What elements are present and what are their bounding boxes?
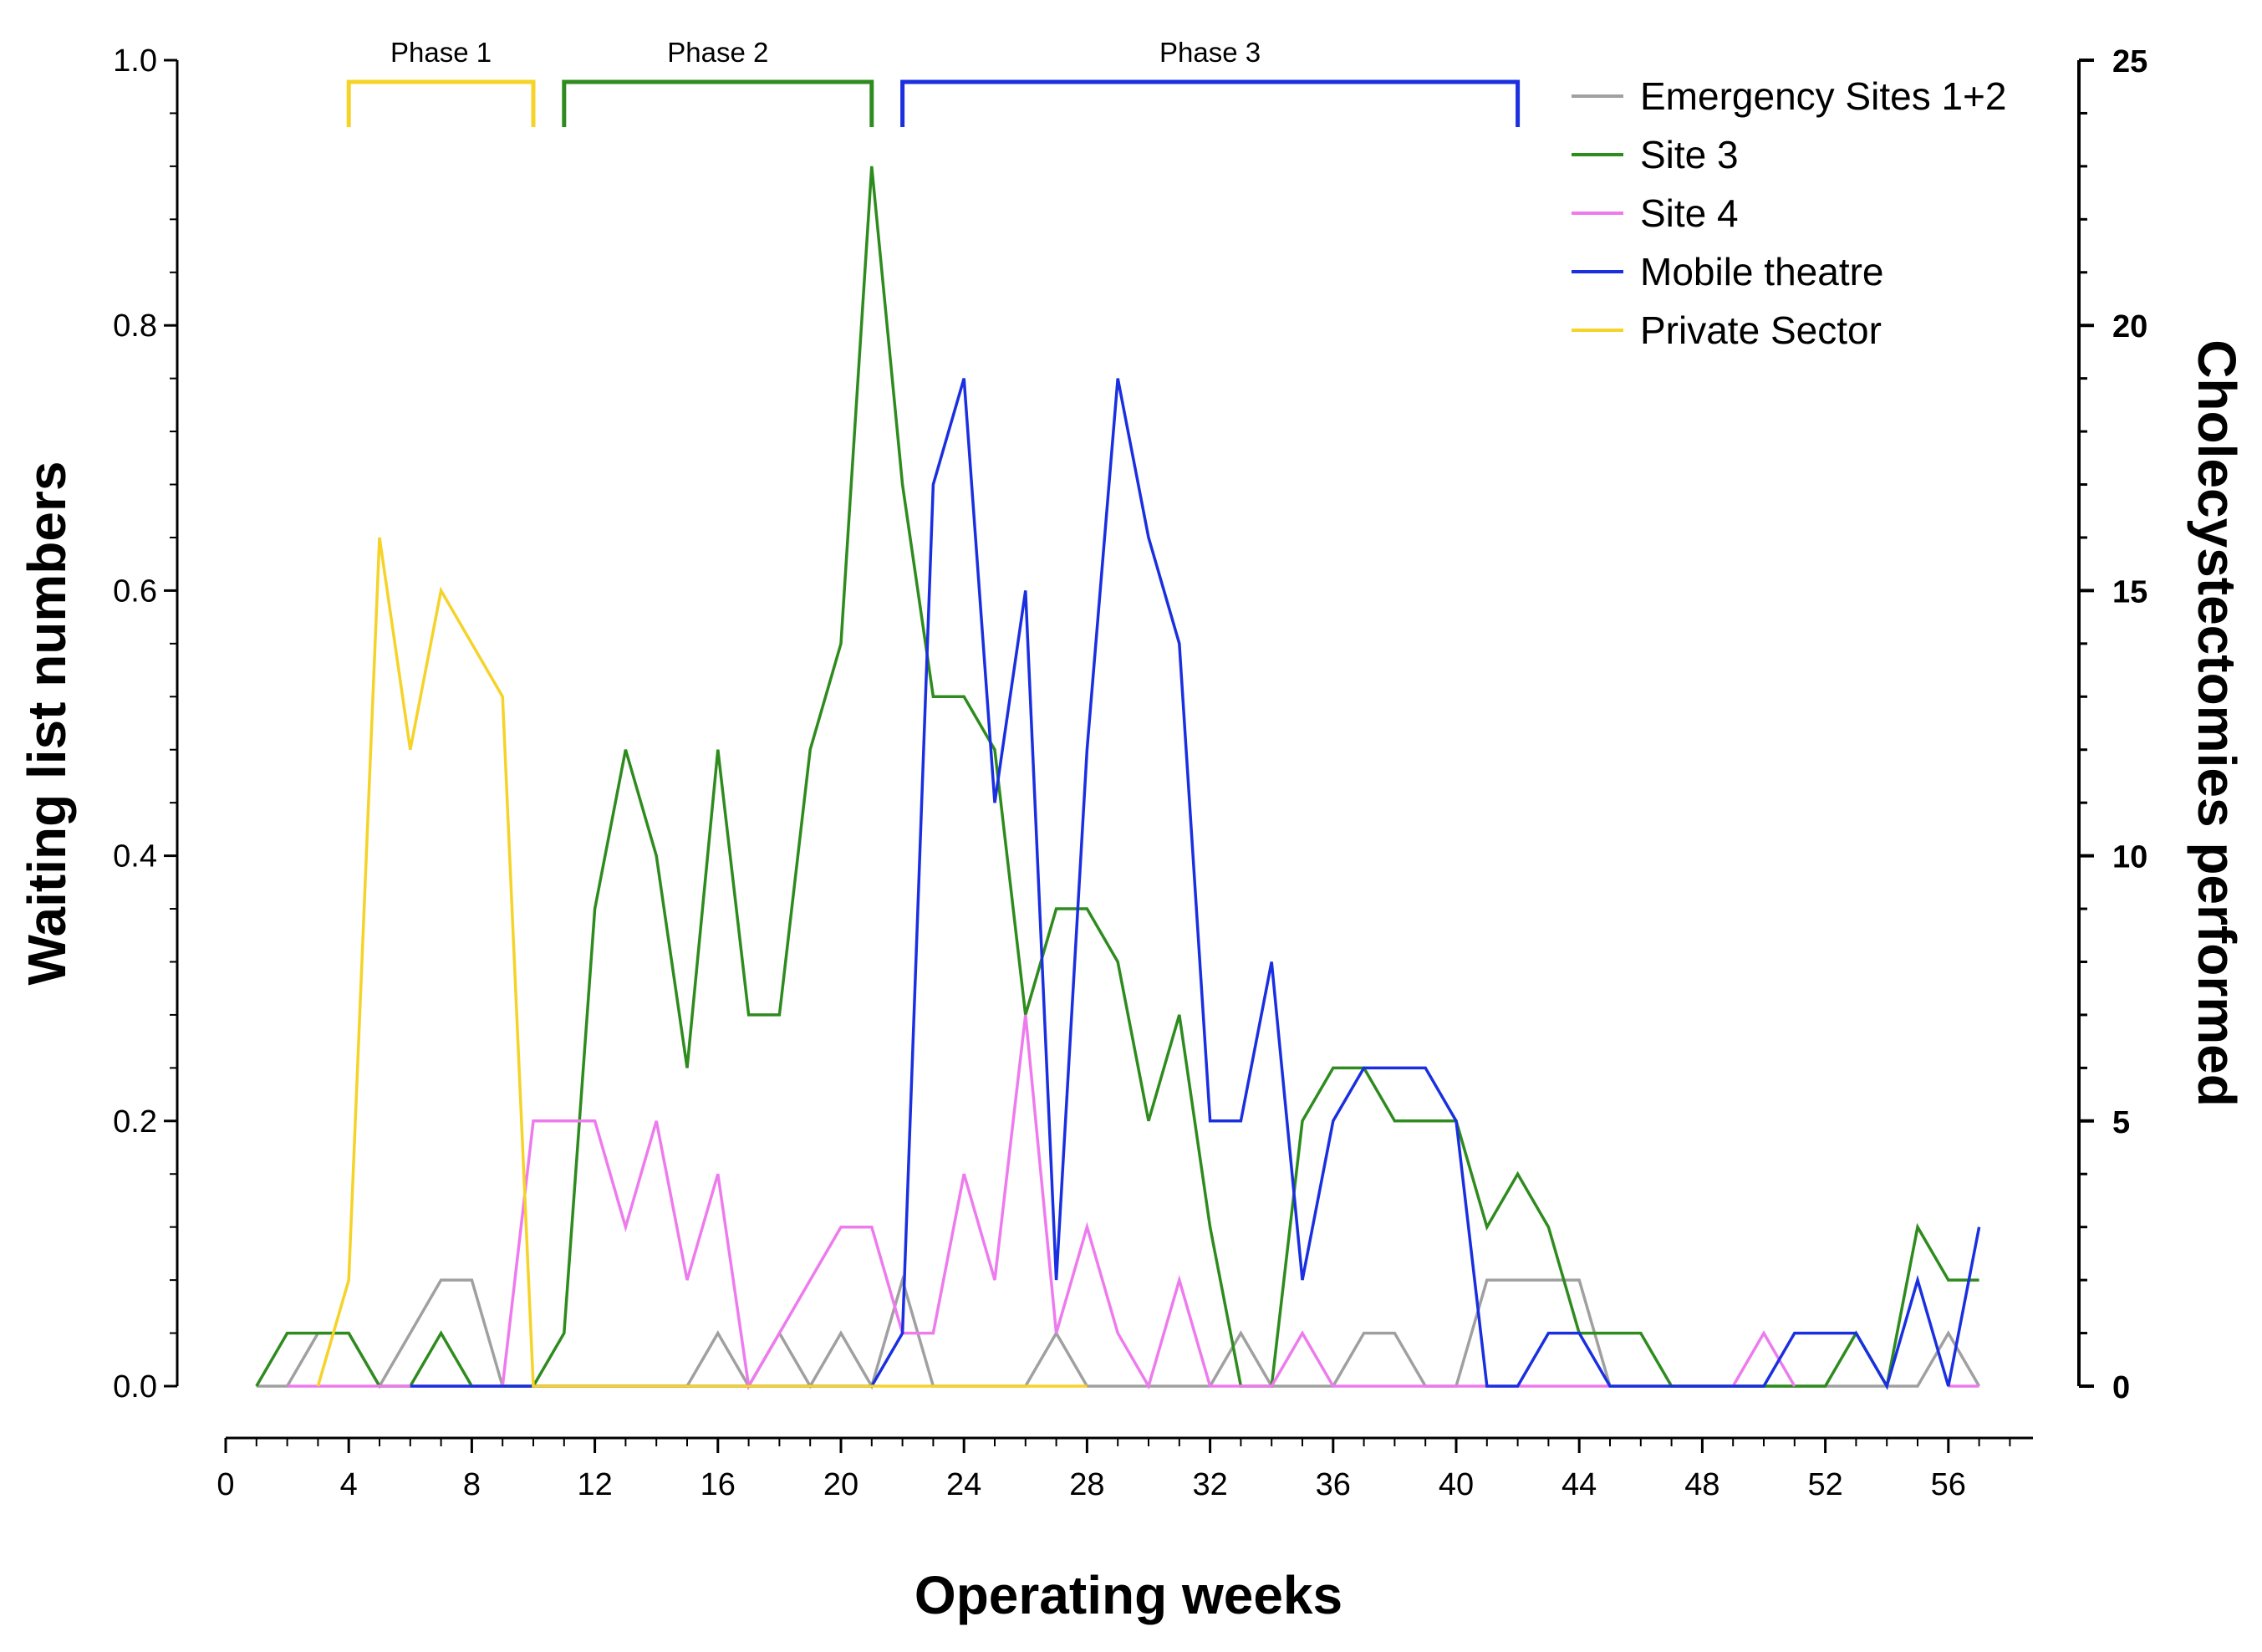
- series-line-site-4: [287, 1014, 1979, 1391]
- x-tick-label: 56: [1931, 1467, 1966, 1502]
- right-y-tick-label: 25: [2112, 44, 2147, 79]
- phase-label-2: Phase 2: [667, 37, 768, 68]
- legend-label-emergency-sites-1-2: Emergency Sites 1+2: [1640, 74, 2007, 118]
- x-axis-title: Operating weeks: [914, 1565, 1342, 1625]
- series-line-mobile-theatre: [410, 378, 1981, 1390]
- right-y-tick-label: 10: [2112, 840, 2147, 875]
- phase-bracket-3: [900, 79, 1521, 127]
- legend-label-private-sector: Private Sector: [1640, 308, 1882, 352]
- legend-label-site-3: Site 3: [1640, 133, 1739, 176]
- left-y-axis-title: Waiting list numbers: [17, 461, 77, 986]
- left-y-tick-label: 1.0: [113, 43, 157, 79]
- x-tick-label: 28: [1069, 1467, 1104, 1502]
- left-y-tick-label: 0.8: [113, 308, 157, 344]
- x-tick-label: 0: [217, 1467, 234, 1502]
- legend-label-mobile-theatre: Mobile theatre: [1640, 250, 1884, 293]
- x-tick-label: 20: [823, 1467, 858, 1502]
- x-tick-label: 16: [701, 1467, 736, 1502]
- x-tick-label: 12: [577, 1467, 612, 1502]
- left-y-tick-label: 0.2: [113, 1104, 157, 1140]
- phase-label-1: Phase 1: [390, 37, 492, 68]
- x-tick-label: 52: [1807, 1467, 1842, 1502]
- x-tick-label: 8: [463, 1467, 481, 1502]
- right-y-tick-label: 15: [2112, 574, 2147, 609]
- right-y-axis-title: Cholecystectomies performed: [2187, 339, 2247, 1107]
- right-y-tick-label: 0: [2112, 1370, 2130, 1405]
- phase-bracket-1: [346, 79, 536, 127]
- x-tick-label: 40: [1439, 1467, 1474, 1502]
- x-tick-label: 36: [1316, 1467, 1351, 1502]
- right-y-tick-label: 5: [2112, 1105, 2130, 1140]
- phase-bracket-2: [562, 79, 874, 127]
- x-tick-label: 44: [1561, 1467, 1597, 1502]
- x-tick-label: 48: [1684, 1467, 1719, 1502]
- right-y-tick-label: 20: [2112, 309, 2147, 344]
- x-tick-label: 32: [1192, 1467, 1227, 1502]
- left-y-tick-label: 0.0: [113, 1369, 157, 1405]
- left-y-tick-label: 0.6: [113, 574, 157, 609]
- series-line-private-sector: [316, 537, 1088, 1388]
- phase-label-3: Phase 3: [1159, 37, 1261, 68]
- x-tick-label: 24: [946, 1467, 981, 1502]
- x-tick-label: 4: [340, 1467, 358, 1502]
- left-y-tick-label: 0.4: [113, 839, 157, 874]
- legend-label-site-4: Site 4: [1640, 191, 1739, 235]
